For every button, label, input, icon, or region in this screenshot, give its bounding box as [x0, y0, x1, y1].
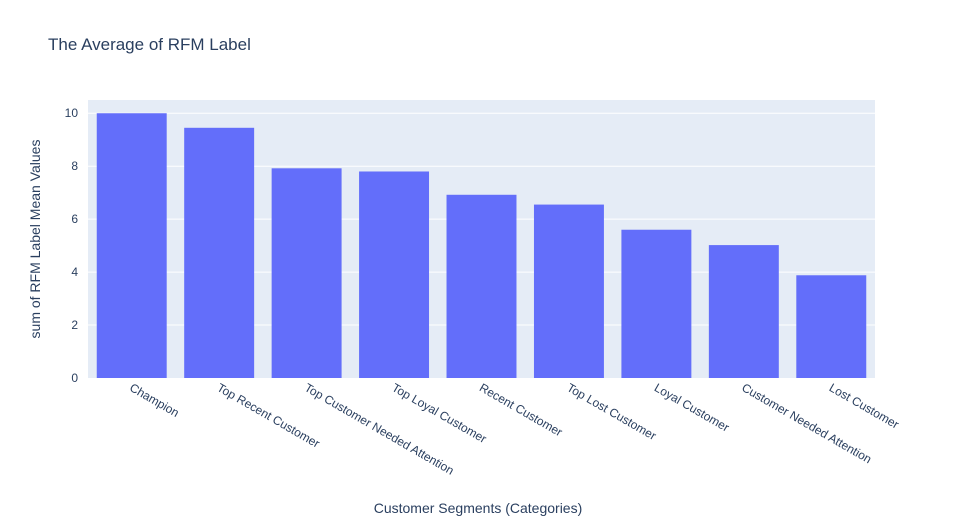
bar-loyal-customer — [621, 229, 692, 378]
bar-top-loyal-customer — [359, 171, 430, 378]
bar-customer-needed-attention — [708, 245, 779, 378]
y-tick-labels: 0 2 4 6 8 10 — [65, 106, 79, 385]
y-tick-label: 2 — [71, 318, 78, 332]
chart-title: The Average of RFM Label — [48, 35, 251, 54]
x-tick-label: Lost Customer — [827, 380, 902, 431]
y-tick-label: 10 — [65, 106, 79, 120]
bar-top-recent-customer — [184, 127, 255, 378]
bar-recent-customer — [446, 194, 517, 378]
bar-top-lost-customer — [533, 204, 604, 378]
y-tick-label: 4 — [71, 265, 78, 279]
y-tick-label: 0 — [71, 371, 78, 385]
y-tick-label: 6 — [71, 212, 78, 226]
bar-top-customer-needed-attention — [271, 168, 342, 378]
x-tick-label: Loyal Customer — [652, 380, 732, 434]
x-tick-label: Champion — [127, 380, 181, 419]
x-tick-label: Recent Customer — [477, 380, 565, 439]
x-tick-label: Top Customer Needed Attention — [302, 380, 456, 477]
x-tick-label: Top Lost Customer — [564, 380, 658, 442]
y-axis-title: sum of RFM Label Mean Values — [27, 140, 43, 339]
bar-champion — [96, 113, 167, 378]
bar-lost-customer — [796, 275, 867, 378]
bars — [96, 113, 867, 378]
x-axis-title: Customer Segments (Categories) — [374, 500, 583, 516]
y-tick-label: 8 — [71, 159, 78, 173]
